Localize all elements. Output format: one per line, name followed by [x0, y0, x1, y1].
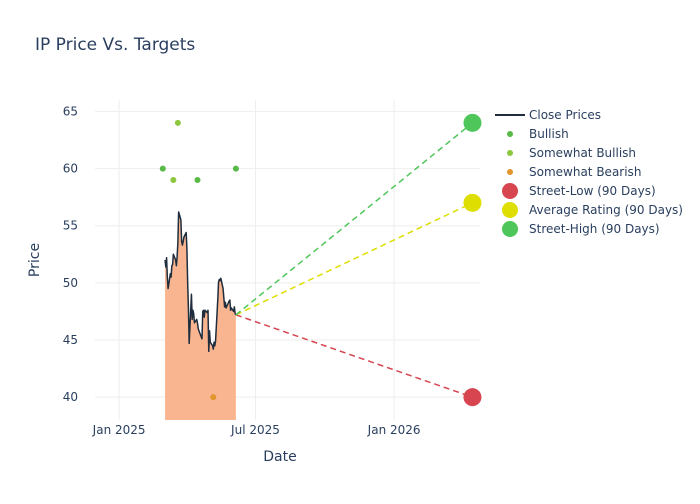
y-tick-label: 60	[63, 162, 78, 176]
legend-dot-swatch	[507, 169, 513, 175]
analyst-rating-point	[210, 394, 217, 401]
legend-item-close: Close Prices	[495, 108, 601, 122]
analyst-rating-point	[170, 177, 177, 183]
street-high-target-line	[235, 122, 473, 316]
x-tick-label: Jan 2026	[367, 423, 421, 437]
street-high-target-marker	[463, 113, 482, 132]
y-tick-label: 65	[63, 104, 78, 118]
rating-points-layer	[159, 113, 482, 407]
legend-item-bullish: Bullish	[507, 127, 569, 141]
average-target-line	[235, 202, 473, 316]
analyst-rating-point	[159, 165, 166, 172]
y-tick-label: 45	[63, 333, 78, 347]
legend-marker-swatch	[502, 202, 518, 218]
street-low-target-marker	[463, 388, 482, 407]
analyst-rating-point	[232, 165, 239, 172]
legend-item-street-low: Street-Low (90 Days)	[502, 183, 656, 199]
legend-label: Somewhat Bullish	[529, 146, 636, 160]
legend-label: Street-Low (90 Days)	[529, 184, 656, 198]
legend-item-somewhat-bullish: Somewhat Bullish	[507, 146, 636, 160]
legend-marker-swatch	[502, 183, 518, 199]
x-axis-title: Date	[263, 449, 296, 465]
analyst-rating-point	[174, 119, 181, 126]
close-price-area	[165, 212, 236, 420]
y-tick-label: 40	[63, 390, 78, 404]
legend-item-somewhat-bearish: Somewhat Bearish	[507, 165, 641, 179]
legend-dot-swatch	[507, 150, 513, 156]
target-lines-layer	[235, 122, 473, 398]
legend-label: Bullish	[529, 127, 569, 141]
legend-dot-swatch	[507, 131, 513, 137]
close-price-layer	[164, 211, 237, 353]
x-tick-label: Jan 2025	[92, 423, 146, 437]
legend-item-average: Average Rating (90 Days)	[502, 202, 683, 218]
legend-label: Average Rating (90 Days)	[529, 203, 683, 217]
legend: Close Prices Bullish Somewhat Bullish Somew…	[495, 108, 683, 237]
chart-title: IP Price Vs. Targets	[35, 35, 195, 55]
legend-label: Close Prices	[529, 108, 601, 122]
street-low-target-line	[235, 314, 473, 398]
x-tick-label: Jul 2025	[230, 423, 280, 437]
legend-marker-swatch	[502, 221, 518, 237]
y-tick-label: 55	[63, 219, 78, 233]
analyst-rating-point	[194, 177, 201, 183]
area-fill-layer	[165, 212, 236, 420]
legend-label: Somewhat Bearish	[529, 165, 641, 179]
y-tick-label: 50	[63, 276, 78, 290]
legend-label: Street-High (90 Days)	[529, 222, 660, 236]
legend-item-street-high: Street-High (90 Days)	[502, 221, 660, 237]
close-price-line	[164, 211, 237, 353]
average-target-marker	[463, 193, 482, 212]
grid-layer	[95, 100, 480, 420]
axis-labels-layer: 40 45 50 55 60 65 Jan 2025 Jul 2025 Jan 2026	[63, 104, 421, 437]
y-axis-title: Price	[27, 243, 43, 277]
